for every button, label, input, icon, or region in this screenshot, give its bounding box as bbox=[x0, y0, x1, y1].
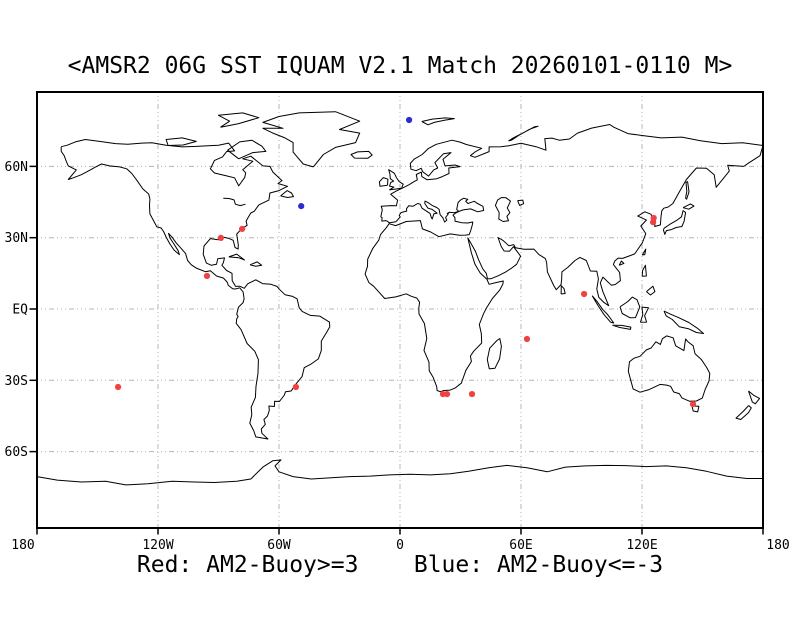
lon-tick-label: 180 bbox=[766, 538, 789, 553]
match-point-blue bbox=[298, 203, 305, 210]
match-point-red bbox=[523, 335, 531, 343]
coastline-segment bbox=[517, 199, 525, 206]
lat-tick-label: 30S bbox=[5, 374, 28, 389]
axis-labels: 60N 30N EQ 30S 60S 180 120W 60W 0 60E 120E 180 bbox=[5, 160, 790, 553]
coastline-segment bbox=[228, 253, 245, 261]
match-point-red bbox=[689, 401, 697, 408]
coastline-segment bbox=[735, 405, 752, 420]
coastline-segment bbox=[364, 124, 764, 393]
coastline-segment bbox=[748, 390, 761, 405]
lon-tick-label: 60E bbox=[509, 538, 532, 553]
coastline-segment bbox=[165, 137, 197, 146]
coastline-segment bbox=[218, 112, 260, 128]
match-point-red bbox=[217, 234, 224, 241]
lon-tick-label: 0 bbox=[396, 538, 404, 553]
lon-tick-label: 120E bbox=[626, 538, 657, 553]
coastline-segment bbox=[639, 306, 649, 323]
match-point-red bbox=[468, 391, 476, 398]
match-point-red bbox=[292, 383, 299, 391]
match-point-red bbox=[443, 391, 451, 398]
lat-tick-label: EQ bbox=[12, 303, 28, 318]
lat-tick-label: 60S bbox=[5, 445, 28, 460]
match-point-red bbox=[650, 219, 657, 226]
lon-tick-label: 60W bbox=[267, 538, 291, 553]
page-title: <AMSR2 06G SST IQUAM V2.1 Match 20260101… bbox=[67, 53, 733, 79]
lat-tick-label: 60N bbox=[5, 160, 28, 175]
legend-blue-label: Blue: AM2-Buoy<=-3 bbox=[413, 552, 664, 578]
coastline-segment bbox=[591, 295, 615, 324]
coastline-segment bbox=[350, 150, 373, 159]
map-frame bbox=[36, 91, 764, 529]
coastline-segment bbox=[388, 169, 404, 191]
coastline-segment bbox=[612, 324, 632, 330]
coastline-segment bbox=[627, 335, 711, 402]
axis-ticks bbox=[29, 165, 764, 535]
coastline-segment bbox=[641, 264, 647, 277]
coastline-segment bbox=[280, 190, 294, 198]
match-point-red bbox=[239, 225, 246, 232]
coastline-segment bbox=[646, 285, 656, 296]
coastline-segment bbox=[227, 139, 267, 160]
coastline-segment bbox=[685, 181, 690, 200]
coastline-segment bbox=[486, 338, 502, 370]
coastline-segment bbox=[60, 139, 331, 440]
coastline-segment bbox=[618, 260, 625, 266]
grid-lines bbox=[37, 92, 763, 528]
data-points bbox=[115, 116, 697, 408]
coastline-segment bbox=[641, 248, 647, 256]
legend-red-label: Red: AM2-Buoy>=3 bbox=[136, 552, 359, 578]
coastline bbox=[36, 111, 764, 486]
match-point-red bbox=[115, 383, 122, 391]
coastline-segment bbox=[560, 285, 566, 295]
match-point-red bbox=[203, 272, 211, 280]
match-point-red bbox=[581, 290, 588, 298]
legend: Red: AM2-Buoy>=3 Blue: AM2-Buoy<=-3 bbox=[0, 552, 800, 578]
coastline-segment bbox=[223, 197, 246, 207]
coastline-segment bbox=[663, 310, 704, 334]
coastline-segment bbox=[682, 203, 695, 210]
coastline-segment bbox=[662, 210, 687, 235]
coastline-segment bbox=[378, 177, 389, 187]
match-point-blue bbox=[406, 116, 413, 124]
coastline-segment bbox=[249, 261, 263, 267]
coastline-segment bbox=[36, 459, 763, 486]
lat-tick-label: 30N bbox=[5, 231, 28, 246]
coastline-segment bbox=[494, 197, 511, 222]
coastline-segment bbox=[508, 125, 539, 142]
legend-separator bbox=[358, 552, 413, 578]
coastline-segment bbox=[262, 111, 361, 168]
coastline-segment bbox=[691, 405, 700, 413]
coastline-segment bbox=[619, 296, 641, 319]
lon-tick-label: 180 bbox=[11, 538, 34, 553]
lon-tick-label: 120W bbox=[142, 538, 173, 553]
coastline-segment bbox=[421, 117, 455, 126]
